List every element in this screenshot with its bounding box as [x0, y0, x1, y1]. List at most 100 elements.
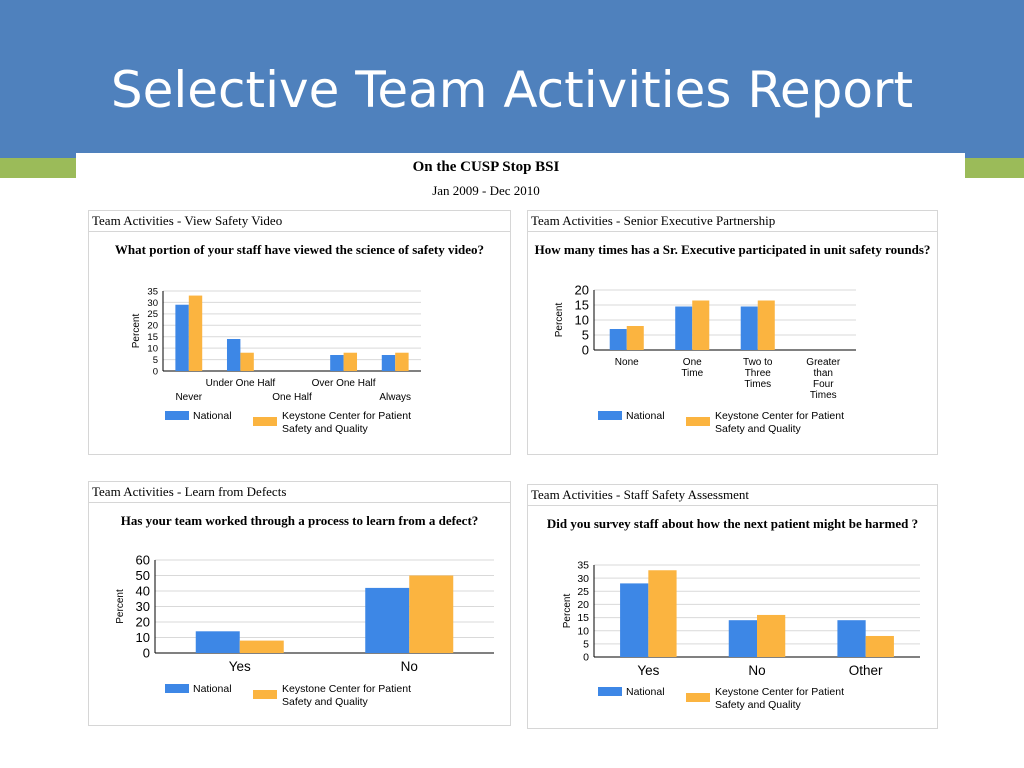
bar [609, 329, 627, 350]
y-tick-label: 35 [147, 286, 158, 297]
bar [692, 300, 710, 350]
legend-swatch-keystone [686, 693, 710, 702]
y-tick-label: 30 [577, 573, 589, 585]
y-tick-label: 0 [153, 366, 158, 377]
y-tick-label: 10 [147, 343, 158, 354]
bar [865, 635, 894, 657]
x-tick-label: Four [813, 379, 834, 390]
panel-title: Team Activities - View Safety Video [89, 211, 510, 232]
y-tick-label: 30 [147, 298, 158, 309]
y-tick-label: 5 [583, 639, 589, 651]
legend-swatch-national [598, 411, 622, 420]
bar [239, 640, 284, 653]
bar [728, 620, 757, 657]
x-tick-label: None [615, 357, 639, 368]
legend-swatch-national [165, 411, 189, 420]
bar [626, 326, 644, 350]
bar [395, 352, 409, 371]
chart-question: What portion of your staff have viewed t… [114, 242, 485, 257]
report-title: On the CUSP Stop BSI [412, 159, 560, 175]
bar [175, 304, 189, 371]
bar [343, 352, 358, 371]
slide-header: Selective Team Activities Report [0, 0, 1024, 158]
chart-panel-senior-executive-partnership: Team Activities - Senior Executive Partn… [527, 210, 938, 455]
x-tick-label: Three [745, 368, 772, 379]
y-tick-label: 10 [575, 313, 589, 328]
legend-label-keystone: Safety and Quality [715, 699, 802, 711]
y-tick-label: 40 [136, 584, 150, 599]
legend-swatch-national [598, 687, 622, 696]
x-tick-label: Other [849, 663, 883, 678]
legend-label-national: National [193, 683, 232, 695]
legend-swatch-national [165, 684, 189, 693]
legend-label-keystone: Safety and Quality [282, 423, 369, 435]
y-tick-label: 0 [583, 652, 589, 664]
chart-panel-staff-safety-assessment: Team Activities - Staff Safety Assessmen… [527, 484, 938, 729]
x-tick-label: Yes [637, 663, 659, 678]
bar [837, 620, 866, 657]
x-tick-label: Never [175, 392, 202, 403]
chart-panel-learn-from-defects: Team Activities - Learn from Defects Has… [88, 481, 511, 726]
chart-question: How many times has a Sr. Executive parti… [534, 242, 931, 257]
y-tick-label: 30 [136, 599, 150, 614]
bar [195, 631, 240, 653]
legend-label-keystone: Keystone Center for Patient [715, 410, 844, 422]
legend-label-keystone: Keystone Center for Patient [282, 410, 411, 422]
chart-panel-view-safety-video: Team Activities - View Safety Video What… [88, 210, 511, 455]
y-tick-label: 60 [136, 553, 150, 568]
y-tick-label: 20 [136, 615, 150, 630]
bar [226, 339, 241, 371]
legend-label-keystone: Keystone Center for Patient [282, 683, 411, 695]
bar [409, 575, 454, 653]
chart-question: Has your team worked through a process t… [120, 513, 479, 528]
y-tick-label: 10 [136, 630, 150, 645]
bar [740, 306, 758, 350]
y-tick-label: 25 [577, 586, 589, 598]
accent-band-right [965, 158, 1024, 178]
bar [365, 587, 410, 653]
bar [757, 614, 786, 657]
x-tick-label: Under One Half [206, 378, 276, 389]
legend-swatch-keystone [686, 417, 710, 426]
x-tick-label: Greater [806, 357, 841, 368]
y-tick-label: 20 [577, 599, 589, 611]
y-tick-label: 5 [153, 355, 158, 366]
x-tick-label: than [814, 368, 833, 379]
y-tick-label: 15 [577, 612, 589, 624]
x-tick-label: Yes [229, 659, 251, 674]
y-tick-label: 10 [577, 625, 589, 637]
legend-label-national: National [626, 410, 665, 422]
y-tick-label: 20 [147, 321, 158, 332]
legend-label-national: National [626, 686, 665, 698]
slide-title: Selective Team Activities Report [110, 61, 914, 119]
legend-swatch-keystone [253, 690, 277, 699]
legend-label-keystone: Safety and Quality [715, 423, 802, 435]
bar [620, 583, 649, 657]
legend-swatch-keystone [253, 417, 277, 426]
x-tick-label: Over One Half [312, 378, 376, 389]
x-tick-label: Times [810, 390, 837, 401]
x-tick-label: One [683, 357, 702, 368]
bar [757, 300, 775, 350]
legend-label-keystone: Keystone Center for Patient [715, 686, 844, 698]
bar [675, 306, 693, 350]
bar [648, 570, 677, 657]
panel-title: Team Activities - Learn from Defects [89, 482, 510, 503]
panel-title: Team Activities - Senior Executive Partn… [528, 211, 937, 232]
bar [240, 352, 254, 371]
bar [188, 295, 203, 371]
y-tick-label: 0 [143, 646, 150, 661]
x-tick-label: No [748, 663, 765, 678]
y-axis-label: Percent [131, 314, 142, 349]
legend-label-keystone: Safety and Quality [282, 696, 369, 708]
y-axis-label: Percent [554, 303, 565, 338]
x-tick-label: Time [681, 368, 703, 379]
y-tick-label: 20 [575, 283, 589, 298]
y-tick-label: 0 [582, 343, 589, 358]
x-tick-label: Times [744, 379, 771, 390]
y-tick-label: 15 [575, 298, 589, 313]
accent-band-left [0, 158, 76, 178]
